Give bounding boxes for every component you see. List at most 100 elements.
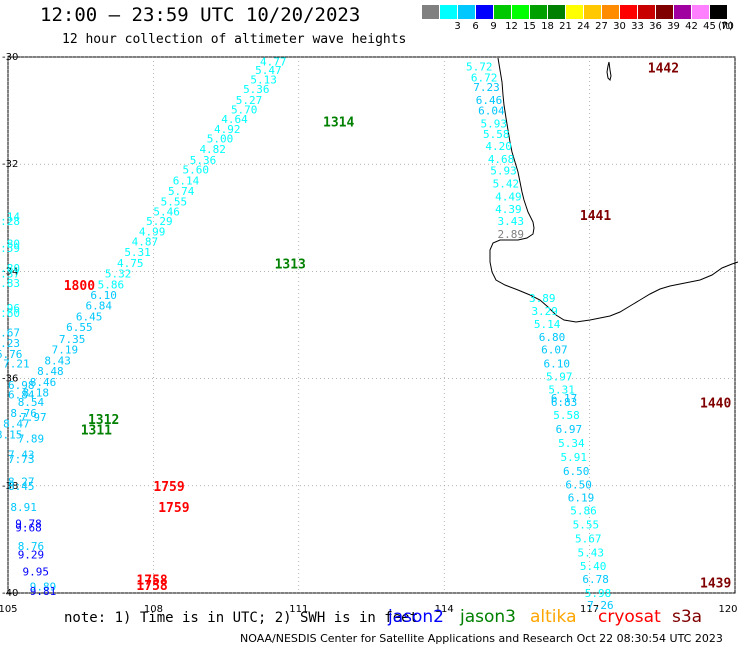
wave-height-value: 6.50 bbox=[565, 479, 592, 492]
wave-height-value: 3.89 bbox=[529, 292, 556, 305]
wave-height-value: 7.73 bbox=[8, 453, 35, 466]
color-scale-label: 27 bbox=[595, 21, 608, 32]
wave-height-value: 5.14 bbox=[0, 211, 20, 224]
wave-height-value: 5.58 bbox=[553, 409, 580, 422]
wave-height-value: 4.77 bbox=[260, 55, 287, 68]
wave-height-value: 7.43 bbox=[8, 449, 35, 462]
wave-height-value: 5.42 bbox=[493, 177, 519, 190]
wave-height-value: 5.91 bbox=[561, 451, 588, 464]
wave-height-value: 6.04 bbox=[478, 105, 505, 118]
time-label: 1759 bbox=[153, 480, 184, 495]
lon-tick-label: 105 bbox=[0, 604, 18, 615]
color-scale-swatch bbox=[530, 5, 547, 19]
wave-height-value: 8.46 bbox=[30, 376, 56, 389]
wave-height-value: 4.68 bbox=[488, 153, 515, 166]
wave-height-value: 5.34 bbox=[558, 437, 585, 450]
color-scale-swatch bbox=[422, 5, 439, 19]
wave-height-value: 6.80 bbox=[539, 331, 566, 344]
wave-height-value: 7.26 bbox=[587, 599, 614, 612]
wave-height-value: 5.29 bbox=[146, 215, 173, 228]
island-coastline bbox=[606, 61, 612, 81]
wave-height-value: 5.74 bbox=[168, 185, 195, 198]
wave-height-value: 7.19 bbox=[52, 344, 78, 357]
wave-height-value: 6.46 bbox=[476, 94, 503, 107]
wave-height-value: 5.93 bbox=[481, 117, 508, 130]
color-scale-label: 9 bbox=[490, 21, 497, 32]
wave-height-value: 6.55 bbox=[66, 321, 93, 334]
wave-height-value: 5.00 bbox=[207, 132, 234, 145]
color-scale-swatch bbox=[692, 5, 709, 19]
wave-height-labels: 4.775.475.135.365.275.704.644.925.004.82… bbox=[0, 55, 731, 612]
lat-tick-label: -34 bbox=[2, 266, 18, 277]
wave-height-value: 8.48 bbox=[37, 365, 64, 378]
footer-credit: NOAA/NESDIS Center for Satellite Applica… bbox=[240, 632, 723, 645]
time-label: 1759 bbox=[158, 501, 189, 516]
wave-height-value: 6.10 bbox=[544, 358, 571, 371]
australia-coastline bbox=[489, 57, 739, 323]
satellite-legend-s3a: s3a bbox=[672, 607, 703, 627]
satellite-legend-jason3: jason3 bbox=[460, 607, 516, 627]
wave-height-value: 5.98 bbox=[585, 587, 612, 600]
lat-tick-label: -32 bbox=[2, 159, 18, 170]
lat-tick-label: -30 bbox=[2, 52, 18, 63]
wave-height-value: 5.60 bbox=[0, 307, 20, 320]
color-scale-swatch bbox=[476, 5, 493, 19]
map-frame bbox=[7, 56, 736, 594]
wave-height-value: 8.76 bbox=[18, 540, 45, 553]
color-scale-label: 12 bbox=[505, 21, 518, 32]
wave-height-value: 5.72 bbox=[466, 61, 493, 74]
time-label: 1440 bbox=[700, 397, 731, 412]
time-label: 1758 bbox=[136, 574, 167, 589]
wave-height-value: 9.89 bbox=[30, 581, 56, 594]
color-scale-swatch bbox=[638, 5, 655, 19]
wave-height-value: 4.87 bbox=[132, 235, 159, 248]
wave-height-value: 3.29 bbox=[531, 305, 558, 318]
color-scale-swatch bbox=[566, 5, 583, 19]
wave-height-value: 7.97 bbox=[20, 411, 47, 424]
wave-height-value: 6.97 bbox=[556, 423, 583, 436]
wave-height-value: 5.80 bbox=[0, 262, 20, 275]
wave-height-value: 9.95 bbox=[23, 566, 50, 579]
time-label: 1441 bbox=[580, 209, 611, 224]
time-label: 1314 bbox=[323, 115, 354, 130]
color-scale-swatch bbox=[512, 5, 529, 19]
wave-height-value: 5.36 bbox=[243, 83, 270, 96]
color-scale-swatch bbox=[620, 5, 637, 19]
wave-height-value: 5.31 bbox=[124, 246, 151, 259]
lon-tick-label: 108 bbox=[144, 604, 163, 615]
wave-height-value: 9.68 bbox=[15, 522, 42, 535]
wave-height-value: 4.99 bbox=[139, 226, 166, 239]
lat-tick-label: -36 bbox=[2, 374, 18, 385]
satellite-legend-cryosat: cryosat bbox=[598, 607, 661, 627]
wave-height-value: 9.29 bbox=[18, 548, 45, 561]
color-scale-swatch bbox=[548, 5, 565, 19]
page-subtitle: 12 hour collection of altimeter wave hei… bbox=[62, 32, 407, 47]
color-scale-swatch bbox=[674, 5, 691, 19]
color-scale-unit: (ft) bbox=[718, 21, 734, 32]
wave-height-value: 6.84 bbox=[8, 389, 35, 402]
wave-height-value: 6.78 bbox=[582, 573, 609, 586]
color-scale-label: 6 bbox=[472, 21, 479, 32]
wave-height-value: 5.32 bbox=[105, 268, 132, 281]
wave-height-value: 8.43 bbox=[44, 354, 71, 367]
footer-note: note: 1) Time is in UTC; 2) SWH is in fe… bbox=[64, 610, 419, 626]
wave-height-value: 5.67 bbox=[0, 327, 20, 340]
wave-height-value: 7.21 bbox=[3, 358, 30, 371]
wave-height-value: 9.78 bbox=[15, 517, 42, 530]
color-scale-label: 70 bbox=[721, 21, 734, 32]
time-label: 1311 bbox=[81, 424, 112, 439]
wave-height-value: 4.80 bbox=[0, 238, 20, 251]
lon-tick-label: 111 bbox=[289, 604, 308, 615]
wave-height-value: 8.27 bbox=[8, 476, 35, 489]
time-label: 1758 bbox=[136, 579, 167, 594]
wave-height-value: 5.67 bbox=[575, 532, 602, 545]
wave-height-value: 6.10 bbox=[90, 289, 117, 302]
wave-height-value: 6.76 bbox=[0, 348, 22, 361]
color-scale-swatch bbox=[440, 5, 457, 19]
wave-height-value: 4.49 bbox=[495, 190, 521, 203]
lat-tick-label: -40 bbox=[2, 588, 18, 599]
wave-height-value: 5.14 bbox=[534, 318, 561, 331]
wave-height-value: 5.47 bbox=[255, 64, 282, 77]
wave-height-value: 5.97 bbox=[546, 370, 573, 383]
